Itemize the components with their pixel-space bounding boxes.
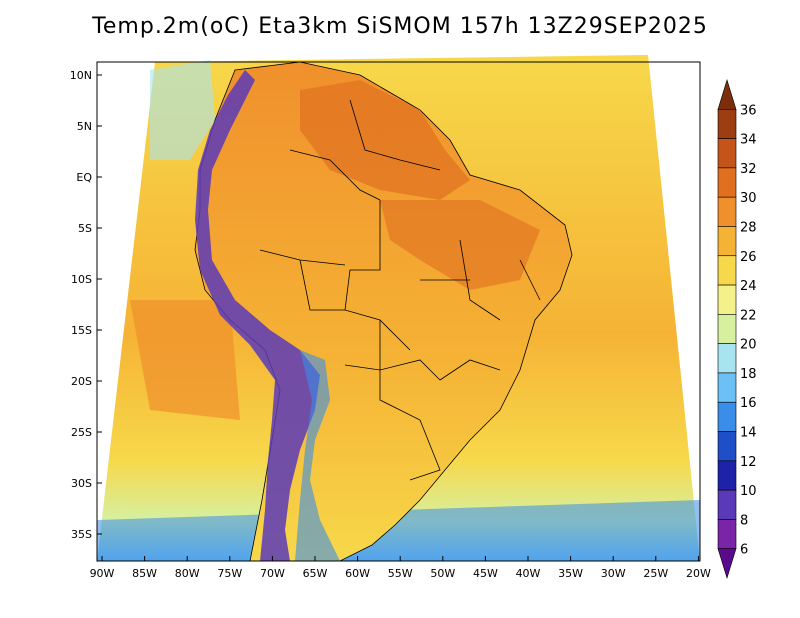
- colorbar-label: 32: [740, 162, 757, 177]
- lon-tick-label: 60W: [345, 567, 370, 580]
- colorbar-label: 24: [740, 279, 757, 294]
- colorbar-label: 20: [740, 338, 757, 353]
- colorbar-label: 34: [740, 133, 757, 148]
- lon-tick-label: 35W: [558, 567, 583, 580]
- colorbar-swatch: [717, 519, 737, 550]
- colorbar-label: 6: [740, 543, 748, 558]
- colorbar-label: 26: [740, 250, 757, 265]
- hot-north-brazil: [300, 80, 470, 200]
- colorbar-label: 12: [740, 455, 757, 470]
- lon-tick-label: 80W: [175, 567, 200, 580]
- longitude-axis: 90W 85W 80W 75W 70W 65W 60W 55W 50W 45W 40W 35W 30W 2…: [90, 556, 711, 580]
- colorbar-swatch: [717, 108, 737, 139]
- lon-tick-label: 70W: [260, 567, 285, 580]
- country-borders: [259, 99, 541, 481]
- colorbar-swatch: [717, 548, 737, 580]
- colorbar-swatch: [717, 314, 737, 344]
- colorbar-swatch: [717, 343, 737, 374]
- colorbar-label: 18: [740, 367, 757, 382]
- colorbar-label: 16: [740, 396, 757, 411]
- map-frame: [96, 61, 701, 562]
- lon-tick-label: 45W: [473, 567, 498, 580]
- lat-tick-label: 10S: [71, 273, 92, 286]
- colorbar-label: 36: [740, 103, 757, 118]
- lat-tick-label: 10N: [70, 69, 92, 82]
- colorbar-swatch: [717, 196, 737, 227]
- colorbar-label: 8: [740, 513, 748, 528]
- colorbar-swatch: [717, 489, 737, 520]
- lon-tick-label: 65W: [303, 567, 328, 580]
- hot-interior-brazil: [380, 200, 540, 290]
- lon-tick-label: 75W: [217, 567, 242, 580]
- colorbar-swatch: [717, 138, 737, 169]
- pacific-cool-band: [150, 60, 215, 160]
- colorbar-swatch: [717, 78, 737, 110]
- lon-tick-label: 40W: [516, 567, 541, 580]
- lat-tick-label: EQ: [76, 171, 92, 184]
- colorbar-swatch: [717, 255, 737, 286]
- colorbar-label: 10: [740, 484, 757, 499]
- colorbar-swatch: [717, 284, 737, 315]
- lat-tick-label: 30S: [71, 477, 92, 490]
- lon-tick-label: 50W: [430, 567, 455, 580]
- andes-highland-blue: [295, 350, 340, 561]
- lat-tick-label: 25S: [71, 426, 92, 439]
- lat-tick-label: 35S: [71, 528, 92, 541]
- colorbar-label: 28: [740, 220, 757, 235]
- lon-tick-label: 55W: [388, 567, 413, 580]
- lat-tick-label: 5N: [77, 120, 92, 133]
- colorbar-label: 22: [740, 308, 757, 323]
- lat-tick-label: 15S: [71, 324, 92, 337]
- andes-cold-ridge: [195, 70, 320, 561]
- colorbar-swatch: [717, 372, 737, 403]
- colorbar-swatch: [717, 226, 737, 257]
- latitude-axis: 10N 5N EQ 5S 10S 15S 20S 25S 30S 35S: [70, 69, 102, 541]
- lon-tick-label: 25W: [643, 567, 668, 580]
- map-title: Temp.2m(oC) Eta3km SiSMOM 157h 13Z29SEP2…: [92, 14, 708, 39]
- lat-tick-label: 20S: [71, 375, 92, 388]
- lon-tick-label: 30W: [601, 567, 626, 580]
- colorbar-label: 14: [740, 426, 757, 441]
- colorbar: 36 34 32 30 28 26 24 22 20 18 16 14 12 10 8 6: [717, 78, 757, 580]
- colorbar-swatch: [717, 401, 737, 432]
- warm-pacific-patch: [130, 300, 240, 420]
- southern-cold-band: [97, 500, 700, 561]
- colorbar-swatch: [717, 167, 737, 198]
- colorbar-label: 30: [740, 191, 757, 206]
- lon-tick-label: 20W: [686, 567, 711, 580]
- colorbar-swatch: [717, 460, 737, 491]
- lat-tick-label: 5S: [78, 222, 92, 235]
- lon-tick-label: 85W: [132, 567, 157, 580]
- lon-tick-label: 90W: [90, 567, 115, 580]
- colorbar-swatch: [717, 431, 737, 462]
